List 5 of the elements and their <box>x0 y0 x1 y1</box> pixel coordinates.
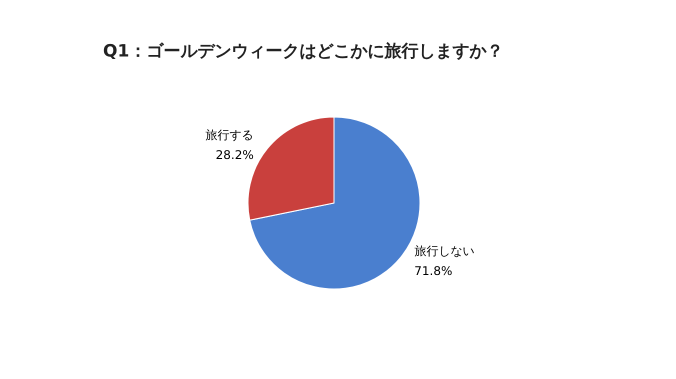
chart-title: Q1：ゴールデンウィークはどこかに旅行しますか？ <box>103 42 504 62</box>
data-label: 28.2% <box>216 148 254 162</box>
slice-label: 旅行しない <box>414 244 474 258</box>
data-label: 71.8% <box>414 264 452 278</box>
slice-label: 旅行する <box>206 128 254 142</box>
